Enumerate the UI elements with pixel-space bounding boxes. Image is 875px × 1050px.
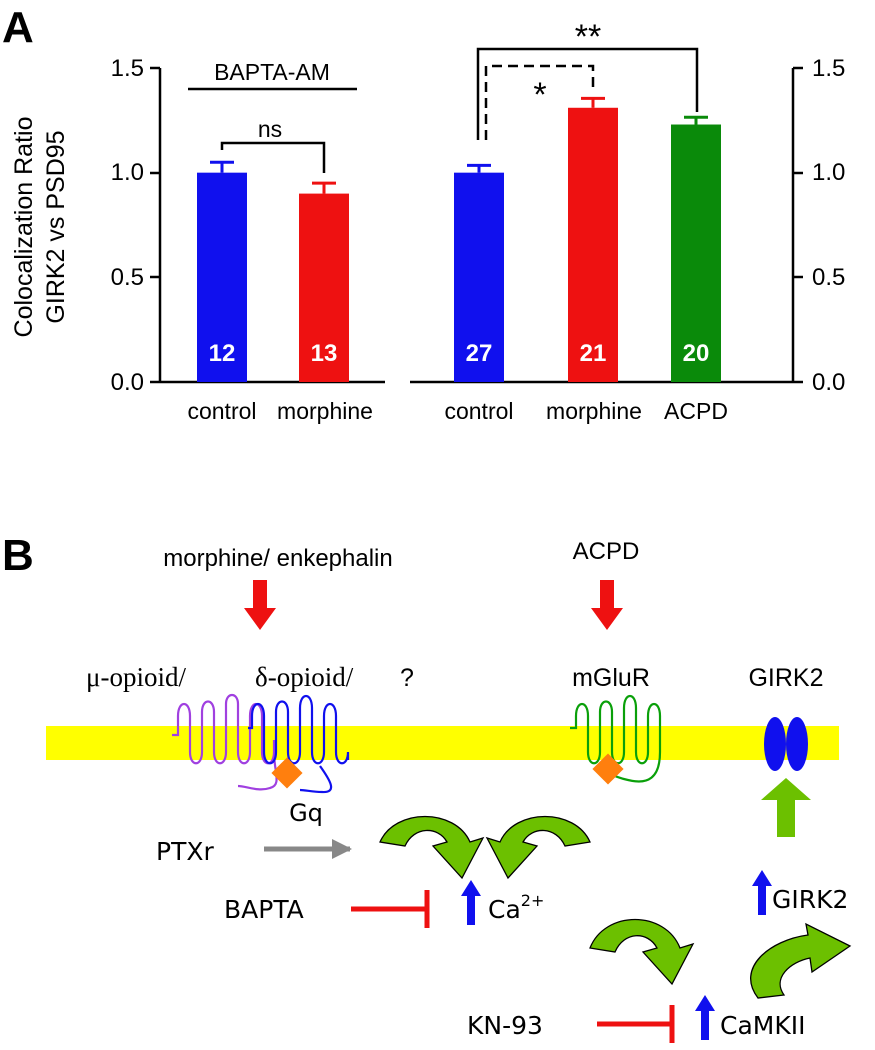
red-arrow-left [244, 580, 276, 630]
kn93-label: KN-93 [467, 1011, 543, 1040]
mu-opioid-label: μ-opioid/ [86, 662, 186, 692]
bar-n-label: 20 [683, 340, 710, 367]
left-tick-label: 0.0 [111, 369, 144, 396]
girk2-channel-label: GIRK2 [748, 664, 823, 692]
mglur-label: mGluR [572, 664, 650, 692]
x-tick-label: control [187, 398, 256, 424]
right-tick-label: 0.0 [812, 369, 845, 396]
panel-a-label: A [2, 3, 34, 52]
girk2-up-arrow [752, 870, 772, 915]
ca-up-arrow [461, 880, 481, 925]
x-tick-label: ACPD [664, 398, 728, 424]
bar-control [454, 172, 504, 382]
delta-opioid-receptor-shape [248, 694, 350, 794]
agonist-left-label: morphine/ enkephalin [163, 545, 393, 572]
green-curved-arrow-1 [379, 815, 485, 880]
green-curved-arrow-3 [589, 918, 695, 986]
right-tick-label: 1.5 [812, 55, 845, 82]
y-axis-title: Colocalization Ratio GIRK2 vs PSD95 [10, 117, 70, 338]
bar-control [197, 172, 247, 382]
green-curved-arrow-4 [750, 922, 852, 999]
ns-label: ns [258, 116, 282, 142]
right-y-axis: 0.0 0.5 1.0 1.5 [791, 55, 845, 396]
gq-diamond-left [271, 757, 303, 789]
bar-n-label: 21 [580, 340, 607, 367]
ptxr-label: PTXr [156, 837, 214, 866]
x-tick-label: morphine [546, 398, 642, 424]
green-curved-arrow-2 [485, 815, 591, 880]
bar-morphine [568, 107, 618, 383]
mu-opioid-receptor-shape [172, 693, 278, 791]
agonist-right-label: ACPD [573, 538, 640, 565]
bar-morphine [299, 193, 349, 382]
right-tick-label: 0.5 [812, 264, 845, 291]
single-star-bracket [484, 64, 595, 140]
ca-text: Ca [488, 895, 521, 924]
ns-bracket [220, 141, 326, 173]
panel-b-label: B [2, 531, 34, 580]
bapta-label: BAPTA [224, 895, 304, 924]
x-tick-label: control [444, 398, 513, 424]
girk2-channel-subunit-left [764, 717, 786, 771]
left-tick-label: 1.0 [111, 159, 144, 186]
unknown-receptor-label: ? [400, 664, 414, 692]
gq-label: Gq [289, 799, 323, 827]
bapta-am-annotation: BAPTA-AM [214, 59, 330, 85]
double-star-bracket [476, 47, 699, 140]
left-tick-label: 0.5 [111, 264, 144, 291]
left-y-axis: 0.0 0.5 1.0 1.5 [111, 55, 162, 396]
membrane [46, 726, 839, 760]
bars-layer: 12 13 27 21 20 [197, 96, 721, 383]
single-star-label: * [533, 76, 546, 114]
bar-n-label: 13 [311, 340, 338, 367]
bar-n-label: 12 [209, 340, 236, 367]
double-star-label: ** [575, 18, 601, 56]
y-axis-title-line-1: Colocalization Ratio [10, 117, 38, 338]
ca-superscript: 2+ [521, 891, 545, 910]
girk2-channel-subunit-right [786, 717, 808, 771]
mglur-receptor-shape [570, 694, 662, 783]
left-tick-label: 1.5 [111, 55, 144, 82]
camkii-label: CaMKII [720, 1011, 806, 1040]
green-up-arrow [761, 778, 811, 837]
y-axis-title-line-2: GIRK2 vs PSD95 [42, 130, 70, 323]
girk2-up-label: GIRK2 [772, 885, 848, 914]
bar-n-label: 27 [466, 340, 493, 367]
camkii-up-arrow [695, 995, 715, 1040]
ca-label: Ca2+ [488, 891, 544, 924]
red-arrow-right [591, 580, 623, 630]
bar-acpd [671, 124, 721, 383]
delta-opioid-label: δ-opioid/ [255, 662, 354, 692]
x-tick-label: morphine [277, 398, 373, 424]
right-tick-label: 1.0 [812, 159, 845, 186]
